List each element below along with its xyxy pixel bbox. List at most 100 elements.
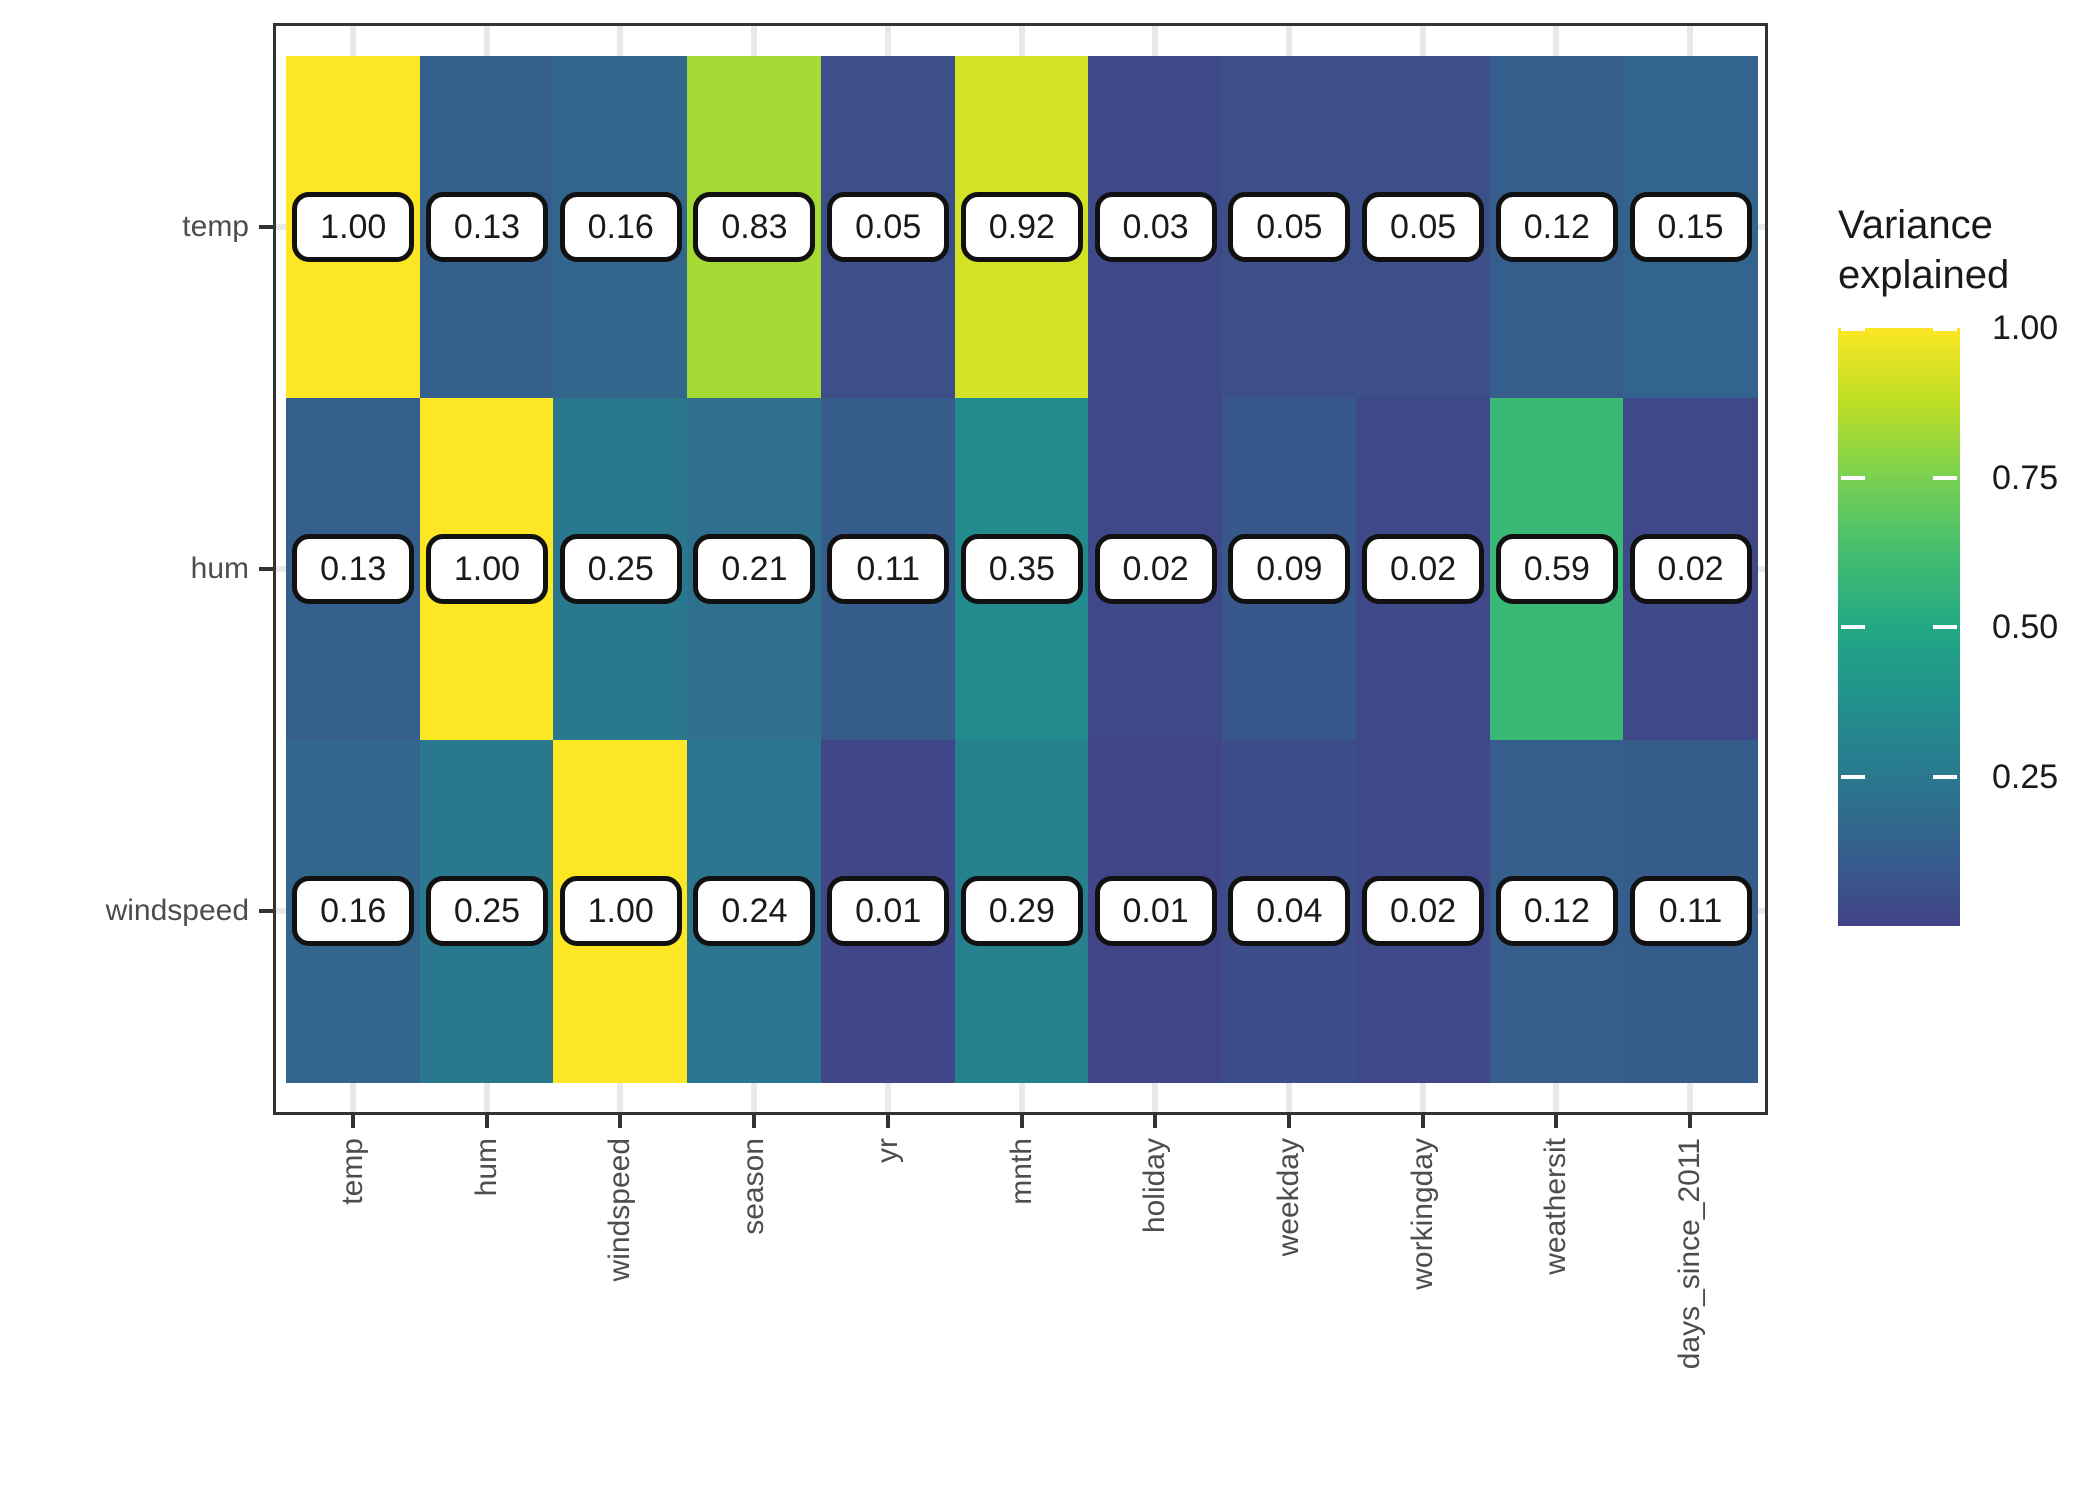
heatmap-cell-hum-days_since_2011: 0.02	[1623, 398, 1758, 741]
value-label: 0.16	[292, 876, 415, 947]
heatmap-cell-temp-mnth: 0.92	[954, 56, 1090, 399]
value-label: 0.01	[827, 876, 950, 947]
value-label: 0.92	[960, 192, 1083, 263]
heatmap-cell-hum-mnth: 0.35	[954, 398, 1090, 741]
heatmap-cell-hum-hum: 1.00	[419, 398, 555, 741]
value-label: 0.35	[960, 534, 1083, 605]
x-tick-mark	[484, 1115, 489, 1128]
value-label: 0.16	[559, 192, 682, 263]
heatmap-cell-windspeed-weekday: 0.04	[1222, 740, 1357, 1083]
legend-tick-mark	[1933, 475, 1957, 480]
value-label: 0.24	[693, 876, 816, 947]
legend-tick-mark	[1933, 625, 1957, 629]
x-tick-label-hum: hum	[469, 1138, 503, 1197]
value-label: 0.09	[1228, 534, 1351, 605]
value-label: 1.00	[292, 192, 415, 263]
legend-tick-mark	[1933, 774, 1957, 779]
value-label: 0.05	[827, 192, 950, 263]
value-label: 0.11	[1629, 876, 1752, 947]
legend-tick-label: 0.25	[1992, 757, 2059, 796]
x-tick-mark	[885, 1115, 890, 1128]
y-tick-mark	[259, 909, 273, 913]
heatmap-cell-temp-temp: 1.00	[286, 56, 421, 399]
x-tick-label-weekday: weekday	[1271, 1138, 1305, 1257]
heatmap-cell-hum-weekday: 0.09	[1222, 398, 1357, 741]
legend-tick-mark	[1841, 327, 1865, 331]
legend-tick-label: 0.50	[1992, 608, 2059, 646]
heatmap-cell-temp-days_since_2011: 0.15	[1623, 56, 1758, 399]
value-label: 0.04	[1228, 876, 1351, 947]
value-label: 0.83	[693, 192, 816, 263]
y-tick-label-hum: hum	[190, 552, 249, 585]
legend-tick-mark	[1841, 774, 1865, 779]
value-label: 0.21	[693, 534, 816, 605]
heatmap-cell-windspeed-days_since_2011: 0.11	[1623, 740, 1758, 1083]
heatmap-cell-windspeed-mnth: 0.29	[954, 740, 1090, 1083]
heatmap-cell-windspeed-workingday: 0.02	[1355, 740, 1491, 1083]
value-label: 0.13	[425, 192, 548, 263]
y-tick-mark	[259, 567, 273, 571]
heatmap-cell-temp-windspeed: 0.16	[553, 56, 688, 399]
value-label: 1.00	[559, 876, 682, 947]
x-tick-mark	[1688, 1115, 1693, 1128]
value-label: 0.11	[827, 534, 950, 605]
legend-tick-label: 0.75	[1992, 458, 2059, 497]
legend-tick-label: 1.00	[1992, 309, 2059, 347]
heatmap-cell-hum-windspeed: 0.25	[553, 398, 688, 741]
heatmap-cell-temp-holiday: 0.03	[1088, 56, 1223, 399]
value-label: 0.29	[960, 876, 1083, 947]
value-label: 0.05	[1362, 192, 1485, 263]
legend-tick-mark	[1841, 475, 1865, 480]
heatmap-cell-windspeed-weathersit: 0.12	[1489, 740, 1625, 1083]
value-label: 0.02	[1094, 534, 1217, 605]
value-label: 0.15	[1629, 192, 1752, 263]
heatmap-cell-hum-holiday: 0.02	[1088, 398, 1223, 741]
x-tick-mark	[618, 1115, 623, 1128]
value-label: 0.12	[1495, 192, 1618, 263]
x-tick-mark	[752, 1115, 757, 1128]
heatmap-cell-windspeed-holiday: 0.01	[1088, 740, 1223, 1083]
value-label: 0.25	[425, 876, 548, 947]
x-tick-label-weathersit: weathersit	[1539, 1138, 1573, 1275]
y-tick-label-temp: temp	[182, 210, 249, 243]
heatmap-cell-hum-workingday: 0.02	[1355, 398, 1491, 741]
x-tick-label-season: season	[737, 1138, 771, 1235]
x-tick-label-workingday: workingday	[1405, 1138, 1439, 1290]
heatmap-cell-hum-temp: 0.13	[286, 398, 421, 741]
x-tick-label-temp: temp	[335, 1138, 369, 1205]
heatmap-cell-temp-weathersit: 0.12	[1489, 56, 1625, 399]
heatmap-cell-windspeed-season: 0.24	[687, 740, 822, 1083]
value-label: 0.01	[1094, 876, 1217, 947]
value-label: 1.00	[425, 534, 548, 605]
value-label: 0.59	[1495, 534, 1618, 605]
legend-tick-mark	[1841, 625, 1865, 629]
heatmap-cell-temp-season: 0.83	[687, 56, 822, 399]
value-label: 0.02	[1629, 534, 1752, 605]
x-tick-mark	[1153, 1115, 1158, 1128]
x-tick-mark	[350, 1115, 355, 1128]
heatmap-cell-windspeed-hum: 0.25	[419, 740, 555, 1083]
heatmap-cell-windspeed-yr: 0.01	[820, 740, 956, 1083]
x-tick-label-yr: yr	[870, 1138, 904, 1163]
x-tick-label-windspeed: windspeed	[603, 1138, 637, 1282]
plot-panel: 1.00 0.13 0.16 0.83 0.05 0.92 0.03 0.05 0.05 0.12…	[273, 23, 1768, 1115]
y-tick-mark	[259, 225, 273, 229]
x-tick-mark	[1019, 1115, 1024, 1128]
x-tick-mark	[1554, 1115, 1559, 1128]
heatmap-cell-temp-weekday: 0.05	[1222, 56, 1357, 399]
value-label: 0.25	[559, 534, 682, 605]
value-label: 0.05	[1228, 192, 1351, 263]
heatmap-cell-hum-season: 0.21	[687, 398, 822, 741]
heatmap-cell-hum-weathersit: 0.59	[1489, 398, 1625, 741]
x-tick-label-days_since_2011: days_since_2011	[1673, 1138, 1707, 1370]
legend-tick-mark	[1933, 327, 1957, 331]
value-label: 0.03	[1094, 192, 1217, 263]
heatmap-cell-windspeed-temp: 0.16	[286, 740, 421, 1083]
heatmap-cell-temp-workingday: 0.05	[1355, 56, 1491, 399]
x-tick-mark	[1286, 1115, 1291, 1128]
heatmap-cell-temp-yr: 0.05	[820, 56, 956, 399]
heatmap-cell-temp-hum: 0.13	[419, 56, 555, 399]
value-label: 0.13	[292, 534, 415, 605]
x-tick-mark	[1420, 1115, 1425, 1128]
value-label: 0.02	[1362, 876, 1485, 947]
